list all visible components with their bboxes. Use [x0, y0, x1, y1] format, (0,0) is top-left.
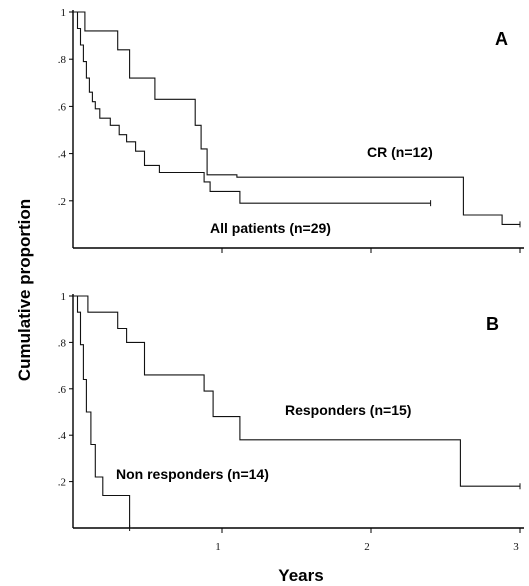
y-tick-label: .2 — [58, 477, 66, 489]
km-curve-2 — [73, 11, 431, 204]
y-tick-label: 1 — [61, 7, 67, 19]
x-axis-title: Years — [278, 566, 323, 585]
panel-label: B — [486, 314, 499, 334]
y-tick-label: .4 — [58, 149, 67, 161]
panel-b: 1 .8 .6 .4 .2 1 2 3 B Responders (n=15) Non respon… — [58, 291, 524, 553]
y-tick-label: .8 — [58, 337, 67, 349]
x-tick-label: 2 — [364, 541, 370, 553]
y-tick-label: .2 — [58, 196, 66, 208]
y-tick-label: 1 — [61, 291, 67, 303]
y-tick-label: .8 — [58, 54, 67, 66]
y-axis-title: Cumulative proportion — [15, 199, 34, 381]
panel-a: 1 .8 .6 .4 .2 A CR (n=12) All patients (n=29) — [58, 7, 524, 253]
km-curve-2 — [73, 295, 133, 529]
km-curve-1 — [73, 11, 520, 225]
panel-label: A — [495, 29, 508, 49]
series-label: Non responders (n=14) — [116, 466, 269, 482]
series-label: CR (n=12) — [367, 144, 433, 160]
y-tick-label: .4 — [58, 430, 67, 442]
y-tick-label: .6 — [58, 101, 67, 113]
series-label: All patients (n=29) — [210, 220, 331, 236]
x-tick-label: 1 — [215, 541, 221, 553]
series-label: Responders (n=15) — [285, 402, 411, 418]
km-curve-1 — [73, 295, 520, 487]
y-tick-label: .6 — [58, 384, 67, 396]
x-tick-label: 3 — [513, 541, 519, 553]
